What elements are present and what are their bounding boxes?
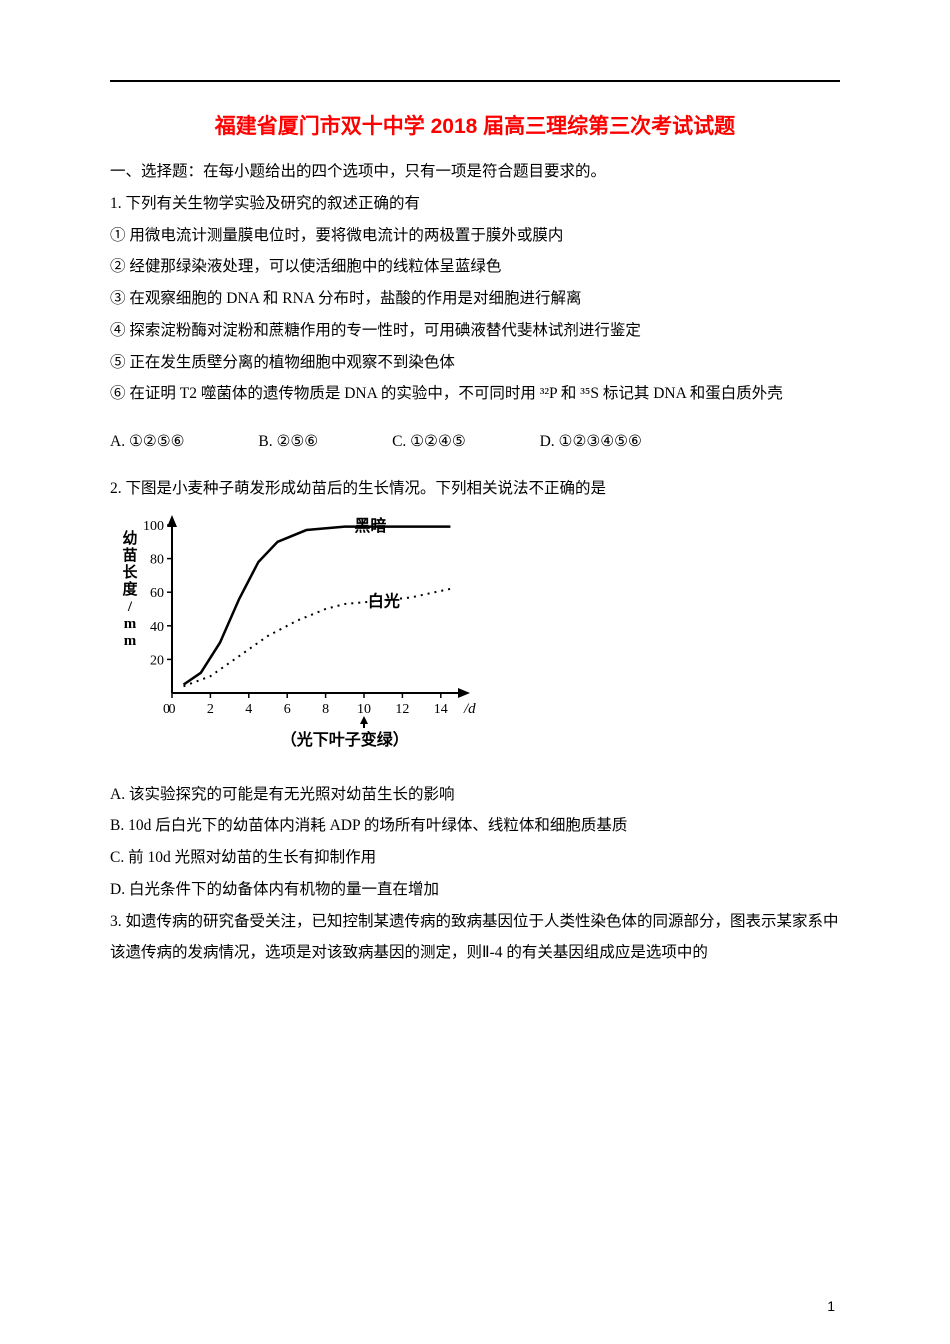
q1-opt-d: D. ①②③④⑤⑥ <box>540 433 642 450</box>
q1-item-4: ④ 探索淀粉酶对淀粉和蔗糖作用的专一性时，可用碘液替代斐林试剂进行鉴定 <box>110 315 840 347</box>
svg-text:m: m <box>124 616 137 632</box>
q2-opt-c: C. 前 10d 光照对幼苗的生长有抑制作用 <box>110 842 840 874</box>
q1-item-3: ③ 在观察细胞的 DNA 和 RNA 分布时，盐酸的作用是对细胞进行解离 <box>110 283 840 315</box>
svg-text:40: 40 <box>150 619 164 634</box>
svg-text:m: m <box>124 633 137 649</box>
q1-opt-a: A. ①②⑤⑥ <box>110 433 185 450</box>
svg-text:/: / <box>127 599 133 615</box>
svg-text:80: 80 <box>150 552 164 567</box>
svg-text:6: 6 <box>284 702 291 717</box>
svg-text:14: 14 <box>434 702 448 717</box>
q3-stem: 3. 如遗传病的研究备受关注，已知控制某遗传病的致病基因位于人类性染色体的同源部… <box>110 906 840 970</box>
section-heading: 一、选择题：在每小题给出的四个选项中，只有一项是符合题目要求的。 <box>110 156 840 188</box>
svg-text:度: 度 <box>122 580 138 598</box>
svg-text:4: 4 <box>245 702 252 717</box>
svg-text:（光下叶子变绿）: （光下叶子变绿） <box>281 730 409 749</box>
q1-opt-c: C. ①②④⑤ <box>392 433 466 450</box>
svg-text:0: 0 <box>163 702 170 717</box>
svg-text:苗: 苗 <box>122 546 137 564</box>
q1-options: A. ①②⑤⑥ B. ②⑤⑥ C. ①②④⑤ D. ①②③④⑤⑥ <box>110 426 840 458</box>
page-number: 1 <box>827 1298 835 1314</box>
svg-text:2: 2 <box>207 702 214 717</box>
svg-text:100: 100 <box>143 519 164 534</box>
document-page: 福建省厦门市双十中学 2018 届高三理综第三次考试试题 一、选择题：在每小题给… <box>0 0 950 1344</box>
svg-text:20: 20 <box>150 653 164 668</box>
q2-opt-b: B. 10d 后白光下的幼苗体内消耗 ADP 的场所有叶绿体、线粒体和细胞质基质 <box>110 810 840 842</box>
horizontal-rule <box>110 80 840 82</box>
q2-opt-a: A. 该实验探究的可能是有无光照对幼苗生长的影响 <box>110 779 840 811</box>
svg-text:12: 12 <box>395 702 409 717</box>
q1-item-2: ② 经健那绿染液处理，可以使活细胞中的线粒体呈蓝绿色 <box>110 251 840 283</box>
svg-text:幼: 幼 <box>122 529 137 547</box>
q2-chart: 20406080100024681012140幼苗长度/mm/d黑暗白光（光下叶… <box>110 513 840 773</box>
svg-text:60: 60 <box>150 586 164 601</box>
q1-item-1: ① 用微电流计测量膜电位时，要将微电流计的两极置于膜外或膜内 <box>110 220 840 252</box>
q1-opt-b: B. ②⑤⑥ <box>258 433 318 450</box>
q2-stem: 2. 下图是小麦种子萌发形成幼苗后的生长情况。下列相关说法不正确的是 <box>110 473 840 505</box>
q2-opt-d: D. 白光条件下的幼备体内有机物的量一直在增加 <box>110 874 840 906</box>
line-chart-svg: 20406080100024681012140幼苗长度/mm/d黑暗白光（光下叶… <box>110 513 490 773</box>
document-title: 福建省厦门市双十中学 2018 届高三理综第三次考试试题 <box>110 110 840 140</box>
svg-text:/d: /d <box>463 701 476 717</box>
q1-stem: 1. 下列有关生物学实验及研究的叙述正确的有 <box>110 188 840 220</box>
svg-text:黑暗: 黑暗 <box>354 516 386 535</box>
q1-item-6: ⑥ 在证明 T2 噬菌体的遗传物质是 DNA 的实验中，不可同时用 ³²P 和 … <box>110 378 840 410</box>
svg-text:8: 8 <box>322 702 329 717</box>
q1-item-5: ⑤ 正在发生质壁分离的植物细胞中观察不到染色体 <box>110 347 840 379</box>
svg-text:白光: 白光 <box>368 591 400 610</box>
svg-text:长: 长 <box>122 563 138 581</box>
svg-text:10: 10 <box>357 702 371 717</box>
